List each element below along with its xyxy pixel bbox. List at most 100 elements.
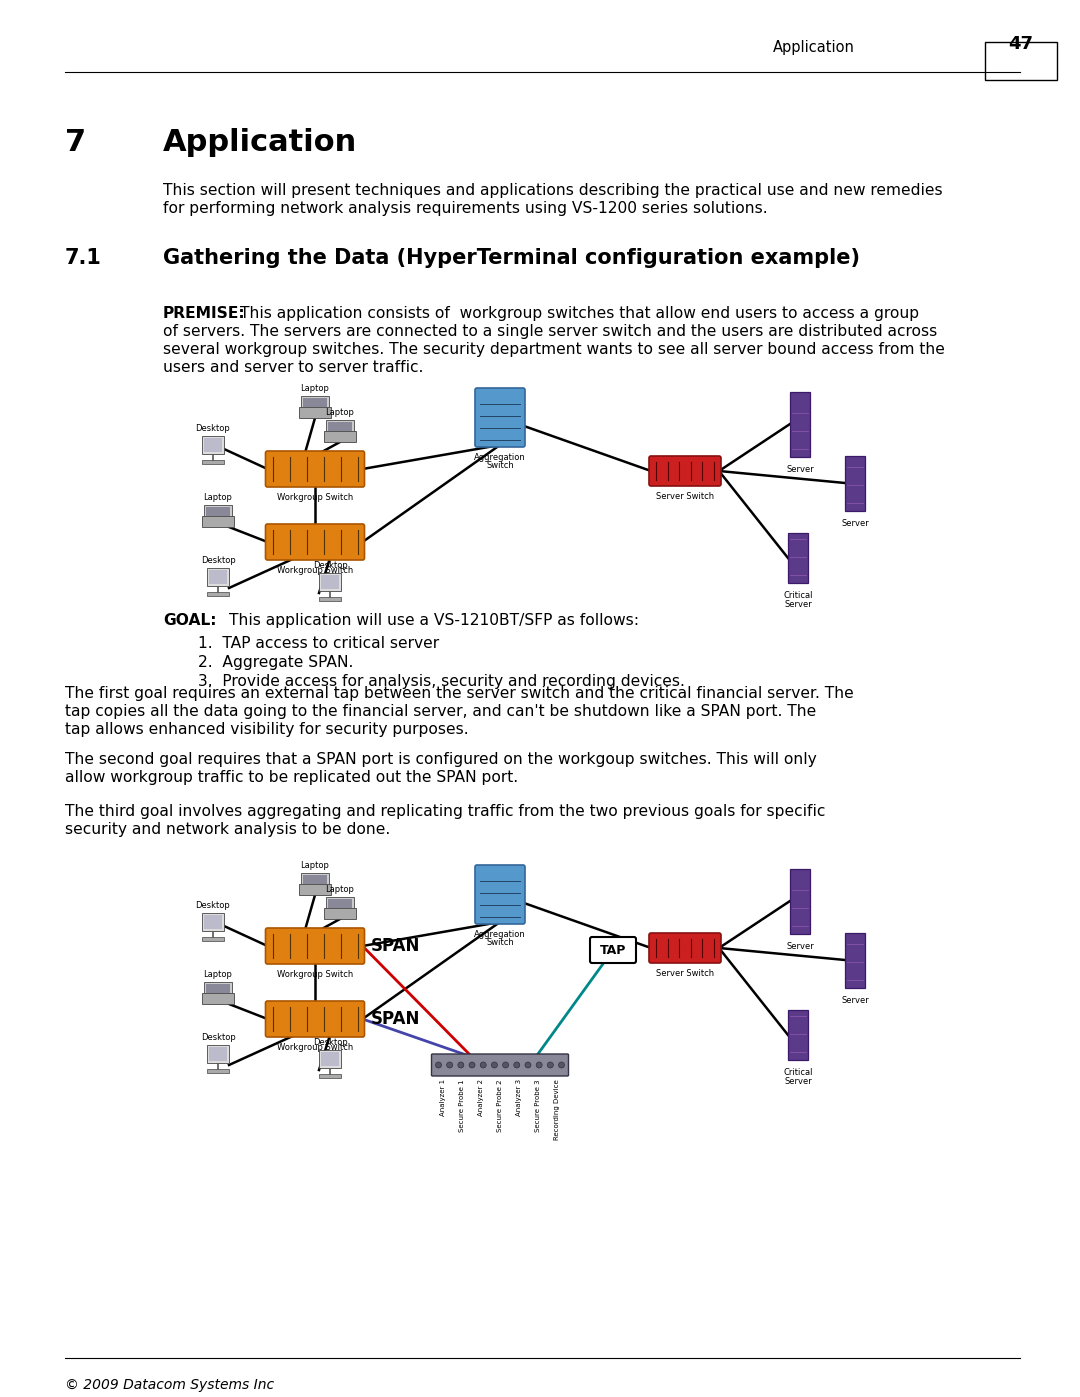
Bar — [202, 517, 234, 527]
FancyBboxPatch shape — [266, 524, 365, 560]
Bar — [326, 897, 354, 911]
Bar — [202, 436, 224, 454]
Circle shape — [491, 1062, 498, 1067]
Text: Recording Device: Recording Device — [554, 1078, 561, 1140]
Text: security and network analysis to be done.: security and network analysis to be done… — [65, 821, 390, 837]
Circle shape — [514, 1062, 519, 1067]
Text: SPAN: SPAN — [370, 937, 420, 956]
Text: This section will present techniques and applications describing the practical u: This section will present techniques and… — [163, 183, 943, 198]
FancyBboxPatch shape — [590, 937, 636, 963]
Bar — [202, 993, 234, 1004]
Bar — [202, 914, 224, 930]
Text: users and server to server traffic.: users and server to server traffic. — [163, 360, 423, 374]
FancyBboxPatch shape — [266, 1002, 365, 1037]
Text: Application: Application — [773, 41, 855, 54]
Text: Laptop: Laptop — [203, 970, 232, 979]
Text: Desktop: Desktop — [201, 1032, 235, 1042]
Text: Laptop: Laptop — [300, 384, 329, 393]
Text: Application: Application — [163, 129, 357, 156]
Circle shape — [502, 1062, 509, 1067]
Bar — [326, 420, 354, 433]
Bar — [321, 576, 339, 588]
Text: The second goal requires that a SPAN port is configured on the workgoup switches: The second goal requires that a SPAN por… — [65, 752, 816, 767]
Bar — [328, 900, 352, 908]
Text: Server Switch: Server Switch — [656, 492, 714, 502]
Circle shape — [458, 1062, 464, 1067]
Text: This application will use a VS-1210BT/SFP as follows:: This application will use a VS-1210BT/SF… — [229, 613, 639, 629]
Text: Laptop: Laptop — [203, 493, 232, 502]
Text: Secure Probe 2: Secure Probe 2 — [497, 1078, 503, 1132]
Bar — [319, 1074, 341, 1078]
Text: Server: Server — [786, 942, 814, 951]
Text: several workgroup switches. The security department wants to see all server boun: several workgroup switches. The security… — [163, 342, 945, 358]
FancyBboxPatch shape — [475, 865, 525, 923]
FancyBboxPatch shape — [266, 451, 365, 488]
Text: Server: Server — [841, 520, 869, 528]
Bar — [788, 534, 808, 583]
Bar — [319, 573, 341, 591]
Text: The first goal requires an external tap between the server switch and the critic: The first goal requires an external tap … — [65, 686, 854, 701]
Text: This application consists of  workgroup switches that allow end users to access : This application consists of workgroup s… — [240, 306, 919, 321]
Bar — [207, 1069, 229, 1073]
Text: Desktop: Desktop — [195, 901, 230, 909]
Bar — [789, 869, 810, 935]
Text: 47: 47 — [1009, 35, 1034, 53]
Text: of servers. The servers are connected to a single server switch and the users ar: of servers. The servers are connected to… — [163, 324, 937, 339]
Text: Workgroup Switch: Workgroup Switch — [276, 970, 353, 979]
Text: Desktop: Desktop — [195, 425, 230, 433]
Bar — [299, 884, 330, 895]
Text: Server: Server — [784, 1077, 812, 1085]
Circle shape — [558, 1062, 565, 1067]
Text: Desktop: Desktop — [201, 556, 235, 564]
Bar — [207, 1045, 229, 1063]
Text: Server Switch: Server Switch — [656, 970, 714, 978]
FancyBboxPatch shape — [266, 928, 365, 964]
Bar — [303, 398, 327, 407]
Text: Server: Server — [786, 465, 814, 474]
Circle shape — [525, 1062, 531, 1067]
Bar — [202, 460, 224, 464]
Bar — [789, 393, 810, 457]
Text: allow workgroup traffic to be replicated out the SPAN port.: allow workgroup traffic to be replicated… — [65, 770, 518, 785]
Text: Aggregation: Aggregation — [474, 930, 526, 939]
Text: TAP: TAP — [599, 943, 626, 957]
Bar — [301, 873, 329, 886]
Circle shape — [481, 1062, 486, 1067]
Text: Laptop: Laptop — [325, 886, 354, 894]
Text: Analyzer 2: Analyzer 2 — [477, 1078, 484, 1116]
Text: Workgroup Switch: Workgroup Switch — [276, 1044, 353, 1052]
Bar — [207, 592, 229, 597]
FancyBboxPatch shape — [649, 933, 721, 963]
Bar — [206, 983, 230, 993]
Text: Server: Server — [784, 599, 812, 609]
Text: Analyzer 3: Analyzer 3 — [516, 1078, 522, 1116]
Text: Switch: Switch — [486, 461, 514, 469]
Text: Secure Probe 3: Secure Probe 3 — [536, 1078, 541, 1132]
Bar — [301, 395, 329, 409]
Text: 7.1: 7.1 — [65, 249, 102, 268]
Text: 1.  TAP access to critical server: 1. TAP access to critical server — [198, 636, 440, 651]
Text: The third goal involves aggregating and replicating traffic from the two previou: The third goal involves aggregating and … — [65, 805, 825, 819]
Bar — [207, 569, 229, 585]
Text: Analyzer 1: Analyzer 1 — [440, 1078, 446, 1116]
Bar — [299, 407, 330, 418]
Bar — [210, 1046, 227, 1060]
Circle shape — [447, 1062, 453, 1067]
Bar — [202, 937, 224, 942]
FancyBboxPatch shape — [475, 388, 525, 447]
Text: Gathering the Data (HyperTerminal configuration example): Gathering the Data (HyperTerminal config… — [163, 249, 860, 268]
Bar — [319, 1051, 341, 1067]
Text: Switch: Switch — [486, 937, 514, 947]
Text: Aggregation: Aggregation — [474, 453, 526, 462]
Text: Workgroup Switch: Workgroup Switch — [276, 566, 353, 576]
Text: GOAL:: GOAL: — [163, 613, 216, 629]
Text: 7: 7 — [65, 129, 86, 156]
Text: © 2009 Datacom Systems Inc: © 2009 Datacom Systems Inc — [65, 1377, 274, 1391]
Bar — [328, 422, 352, 432]
Bar — [303, 875, 327, 884]
Text: tap copies all the data going to the financial server, and can't be shutdown lik: tap copies all the data going to the fin… — [65, 704, 816, 719]
Text: 3.  Provide access for analysis, security and recording devices.: 3. Provide access for analysis, security… — [198, 673, 685, 689]
Bar — [321, 1052, 339, 1066]
Bar — [319, 597, 341, 601]
Bar — [845, 455, 865, 511]
